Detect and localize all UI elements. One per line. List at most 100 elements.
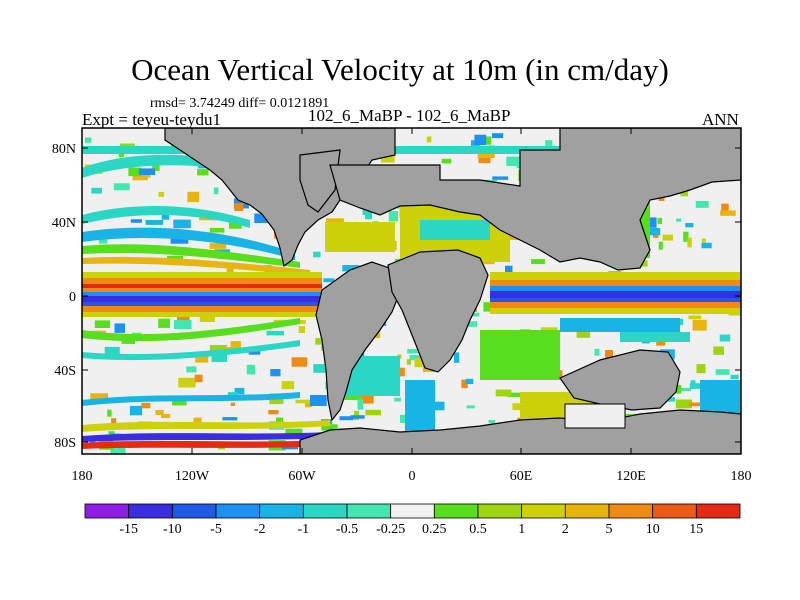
field-speckle bbox=[281, 381, 295, 390]
field-speckle bbox=[701, 242, 712, 249]
field-speckle bbox=[688, 315, 702, 320]
field-speckle bbox=[344, 393, 362, 400]
field-speckle bbox=[113, 183, 130, 191]
colorbar-label: -0.25 bbox=[376, 522, 405, 537]
field-speckle bbox=[246, 364, 256, 375]
field-speckle bbox=[505, 265, 513, 277]
field-speckle bbox=[199, 312, 215, 322]
field-speckle bbox=[90, 393, 109, 400]
field-speckle bbox=[339, 416, 354, 421]
colorbar-label: 1 bbox=[518, 522, 525, 537]
field-speckle bbox=[84, 137, 92, 143]
field-speckle bbox=[114, 323, 125, 333]
field-speckle bbox=[104, 346, 120, 355]
field-speckle bbox=[230, 402, 235, 406]
colorbar-label: 10 bbox=[646, 522, 660, 537]
latitude-axis: 80N 40N 0 40S 80S bbox=[52, 142, 741, 451]
lon-tick-label: 180 bbox=[72, 469, 93, 484]
field-speckle bbox=[227, 392, 238, 396]
colorbar-swatch bbox=[128, 503, 173, 519]
field-speckle bbox=[365, 409, 381, 416]
field-speckle bbox=[656, 340, 666, 346]
field-speckle bbox=[187, 191, 200, 203]
field-speckle bbox=[461, 379, 468, 389]
experiment-label: Expt = teyeu-teydu1 bbox=[82, 110, 221, 129]
field-speckle bbox=[713, 346, 724, 355]
field-speckle bbox=[138, 168, 156, 175]
field-speckle bbox=[381, 154, 395, 163]
field-speckle bbox=[229, 220, 242, 229]
field-speckle bbox=[313, 364, 326, 373]
colorbar-label: 0.5 bbox=[469, 522, 487, 537]
colorbar-swatch bbox=[477, 503, 523, 519]
field-speckle bbox=[414, 358, 423, 368]
field-speckle bbox=[685, 223, 694, 228]
field-speckle bbox=[488, 420, 495, 424]
field-speckle bbox=[594, 348, 600, 356]
field-speckle bbox=[144, 173, 151, 178]
field-speckle bbox=[576, 329, 591, 338]
colorbar-swatch bbox=[564, 503, 610, 519]
lon-tick-label: 60W bbox=[288, 469, 316, 484]
field-speckle bbox=[173, 219, 191, 229]
run-label: 102_6_MaBP - 102_6_MaBP bbox=[308, 106, 511, 125]
field-speckle bbox=[676, 218, 682, 222]
field-speckle bbox=[213, 187, 219, 195]
map-field bbox=[82, 128, 741, 454]
field-speckle bbox=[658, 196, 665, 201]
field-speckle bbox=[701, 238, 706, 243]
field-speckle bbox=[477, 153, 495, 159]
field-speckle bbox=[690, 380, 696, 389]
field-speckle bbox=[296, 320, 306, 324]
field-speckle bbox=[118, 153, 124, 157]
field-speckle bbox=[107, 409, 112, 417]
field-speckle bbox=[658, 241, 663, 250]
colorbar-label: 15 bbox=[689, 522, 703, 537]
colorbar-swatch bbox=[259, 503, 304, 519]
south-pacific-bands bbox=[82, 318, 330, 449]
lon-tick-label: 0 bbox=[409, 469, 416, 484]
stats-subtitle: rmsd= 3.74249 diff= 0.0121891 bbox=[150, 96, 330, 111]
colorbar-swatch bbox=[302, 503, 348, 519]
colorbar-swatch bbox=[390, 503, 435, 519]
field-speckle bbox=[194, 374, 203, 383]
lat-tick-label: 40N bbox=[52, 216, 76, 231]
field-speckle bbox=[492, 176, 509, 180]
colorbar-swatch bbox=[171, 503, 217, 519]
colorbar-label: -0.5 bbox=[336, 522, 358, 537]
field-speckle bbox=[689, 383, 707, 389]
field-speckle bbox=[94, 320, 111, 328]
field-speckle bbox=[313, 251, 321, 258]
lat-tick-label: 80N bbox=[52, 142, 76, 157]
colorbar-label: -2 bbox=[254, 522, 266, 537]
field-speckle bbox=[129, 405, 143, 416]
field-speckle bbox=[315, 338, 326, 345]
field-speckle bbox=[512, 403, 522, 411]
field-speckle bbox=[688, 402, 704, 407]
field-speckle bbox=[310, 395, 327, 406]
colorbar-label: 2 bbox=[562, 522, 569, 537]
field-speckle bbox=[197, 169, 209, 176]
field-speckle bbox=[305, 399, 312, 408]
field-speckle bbox=[132, 174, 148, 181]
colorbar-swatch bbox=[695, 503, 741, 519]
field-speckle bbox=[454, 352, 460, 363]
field-speckle bbox=[178, 377, 196, 388]
colorbar-label: -5 bbox=[210, 522, 222, 537]
field-speckle bbox=[234, 203, 244, 211]
colorbar-swatch bbox=[521, 503, 566, 519]
field-speckle bbox=[362, 209, 369, 215]
longitude-axis: 180 120W 60W 0 60E 120E 180 bbox=[72, 128, 752, 484]
colorbar: -15 -10 -5 -2 -1 -0.5 -0.25 0.25 0.5 1 2 5 10 15 bbox=[84, 503, 741, 537]
field-speckle bbox=[234, 387, 245, 395]
field-speckle bbox=[719, 334, 731, 342]
field-speckle bbox=[152, 161, 160, 171]
colorbar-swatch bbox=[215, 503, 261, 519]
field-speckle bbox=[209, 243, 227, 249]
field-speckle bbox=[145, 220, 164, 225]
field-speckle bbox=[226, 268, 234, 275]
field-speckle bbox=[170, 236, 189, 244]
field-speckle bbox=[209, 227, 225, 233]
field-speckle bbox=[730, 374, 739, 380]
